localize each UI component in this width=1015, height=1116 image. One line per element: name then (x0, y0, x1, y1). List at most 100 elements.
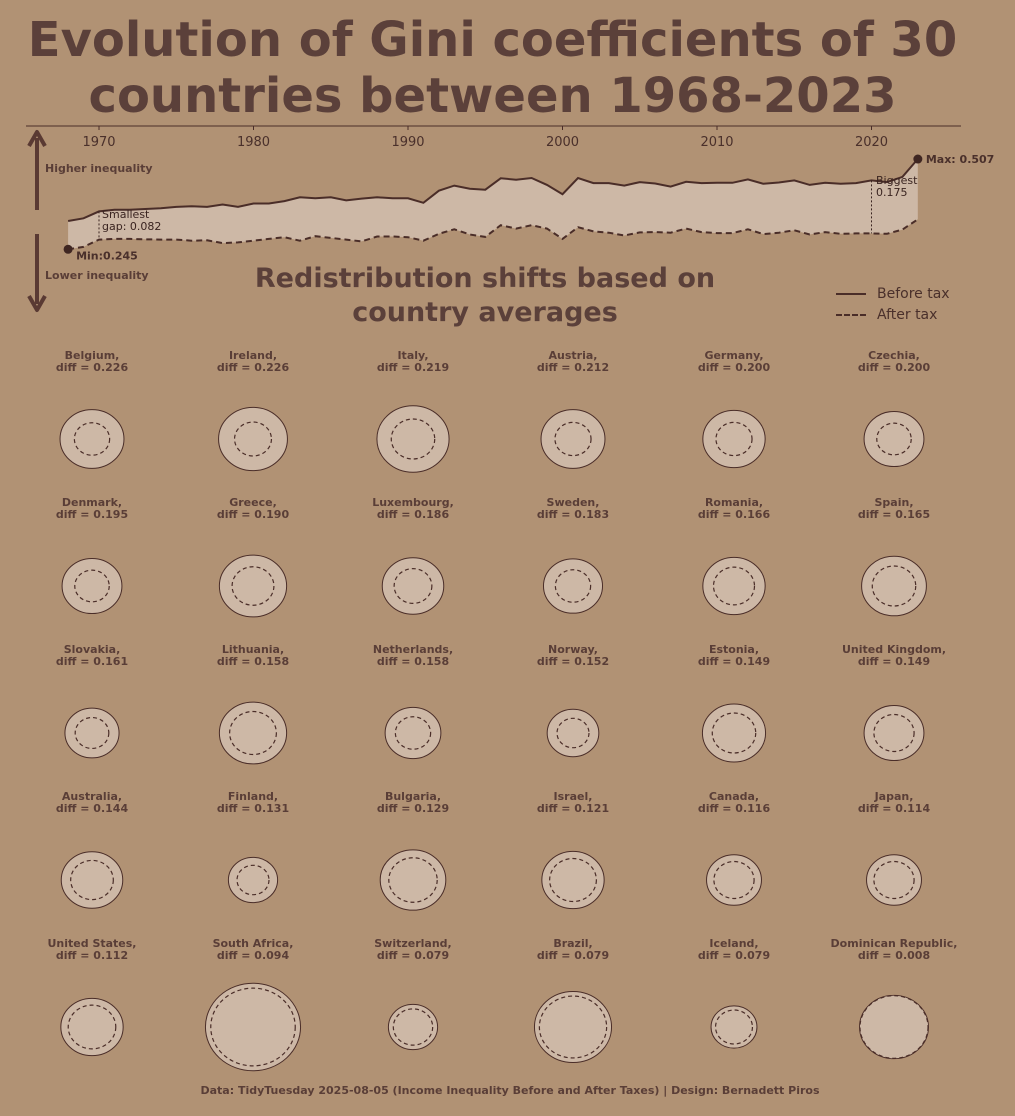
country-cell: United States,diff = 0.112 (47, 937, 137, 1057)
country-cell: Netherlands,diff = 0.158 (373, 643, 453, 760)
country-cell: Lithuania,diff = 0.158 (217, 643, 289, 765)
x-tick-label: 1980 (237, 135, 270, 150)
country-diff: diff = 0.161 (56, 655, 128, 668)
after-tax-ring (873, 713, 915, 753)
country-name: Denmark, (62, 496, 122, 509)
after-tax-ring (871, 565, 917, 607)
country-name: Israel, (554, 790, 593, 803)
country-cell: Belgium,diff = 0.226 (56, 349, 128, 469)
country-diff: diff = 0.158 (377, 655, 449, 668)
legend: Before tax After tax (836, 283, 950, 325)
country-diff: diff = 0.226 (217, 361, 290, 374)
country-cell: Romania,diff = 0.166 (698, 496, 771, 616)
country-cell: Switzerland,diff = 0.079 (374, 937, 452, 1051)
country-cell: Germany,diff = 0.200 (698, 349, 771, 469)
after-tax-ring (714, 1009, 754, 1045)
x-tick-label: 1990 (391, 135, 424, 150)
after-tax-ring (713, 860, 755, 900)
country-name: Italy, (397, 349, 428, 362)
country-name: Spain, (875, 496, 914, 509)
country-cell: Norway,diff = 0.152 (537, 643, 609, 758)
country-name: United States, (47, 937, 136, 950)
smallest-gap-label-line: Smallest (102, 208, 150, 221)
country-name: Bulgaria, (385, 790, 441, 803)
after-tax-ring (556, 717, 590, 749)
country-name: Japan, (874, 790, 914, 803)
x-tick-label: 2020 (855, 135, 888, 150)
country-diff: diff = 0.121 (537, 802, 609, 815)
country-cell: Israel,diff = 0.121 (537, 790, 609, 910)
country-name: Greece, (229, 496, 277, 509)
legend-before: Before tax (836, 283, 950, 304)
country-cell: Bulgaria,diff = 0.129 (377, 790, 449, 911)
country-name: Estonia, (709, 643, 759, 656)
after-tax-ring (554, 569, 592, 603)
country-name: Iceland, (709, 937, 758, 950)
country-cell: Denmark,diff = 0.195 (56, 496, 128, 615)
country-cell: Australia,diff = 0.144 (56, 790, 129, 909)
country-name: Slovakia, (64, 643, 121, 656)
country-name: Netherlands, (373, 643, 453, 656)
country-diff: diff = 0.166 (698, 508, 771, 521)
min-label: Min:0.245 (76, 249, 138, 262)
country-cell: Dominican Republic,diff = 0.008 (831, 937, 957, 1060)
after-tax-ring (73, 422, 111, 456)
country-cell: Sweden,diff = 0.183 (537, 496, 609, 614)
up-arrow-icon (27, 130, 47, 147)
x-tick-label: 1970 (82, 135, 115, 150)
country-diff: diff = 0.079 (377, 949, 449, 962)
max-label: Max: 0.507 (926, 153, 995, 166)
country-diff: diff = 0.195 (56, 508, 128, 521)
chart-subtitle: Redistribution shifts based on country a… (254, 263, 716, 328)
country-name: Ireland, (229, 349, 277, 362)
after-tax-ring (231, 566, 275, 606)
after-tax-ring (229, 710, 277, 756)
legend-before-label: Before tax (877, 285, 950, 302)
country-cell: United Kingdom,diff = 0.149 (842, 643, 946, 762)
country-name: Luxembourg, (372, 496, 454, 509)
country-diff: diff = 0.112 (56, 949, 128, 962)
after-tax-ring (390, 418, 436, 460)
country-diff: diff = 0.158 (217, 655, 289, 668)
after-tax-ring (67, 1004, 117, 1050)
country-name: Norway, (548, 643, 598, 656)
gap-area (68, 159, 918, 250)
smallest-gap-label: Smallest gap: 0.082 (102, 208, 161, 233)
country-diff: diff = 0.165 (858, 508, 930, 521)
country-diff: diff = 0.212 (537, 361, 609, 374)
legend-solid-line-icon (836, 292, 866, 295)
biggest-gap-label: Biggest 0.175 (876, 174, 918, 199)
country-cell: Iceland,diff = 0.079 (698, 937, 770, 1049)
after-tax-ring (549, 857, 597, 903)
after-tax-ring (873, 860, 915, 900)
country-diff: diff = 0.219 (377, 361, 449, 374)
country-diff: diff = 0.131 (217, 802, 289, 815)
country-name: Romania, (705, 496, 763, 509)
country-name: Germany, (704, 349, 763, 362)
after-tax-ring (210, 987, 296, 1067)
country-cell: Italy,diff = 0.219 (376, 349, 450, 473)
min-point (63, 244, 73, 254)
biggest-gap-label-line: 0.175 (876, 186, 908, 199)
country-diff: diff = 0.079 (698, 949, 770, 962)
country-name: Brazil, (553, 937, 592, 950)
country-name: Canada, (709, 790, 759, 803)
country-diff: diff = 0.079 (537, 949, 609, 962)
country-name: Finland, (228, 790, 278, 803)
country-name: Lithuania, (222, 643, 284, 656)
country-name: Australia, (62, 790, 122, 803)
after-tax-ring (711, 712, 757, 754)
legend-after: After tax (836, 304, 950, 325)
country-name: Belgium, (65, 349, 120, 362)
chart-title: Evolution of Gini coefficients of 30 cou… (27, 12, 958, 124)
country-name: United Kingdom, (842, 643, 946, 656)
country-cell: Japan,diff = 0.114 (858, 790, 930, 906)
country-cell: Canada,diff = 0.116 (698, 790, 770, 906)
after-tax-ring (393, 568, 433, 604)
country-cell: South Africa,diff = 0.094 (204, 937, 302, 1072)
country-diff: diff = 0.200 (858, 361, 931, 374)
after-tax-ring (74, 569, 110, 603)
gini-timeline-chart: 1970 1980 1990 2000 2010 2020 Smallest gap: 0.0… (26, 125, 995, 312)
country-diff: diff = 0.200 (698, 361, 771, 374)
country-diff: diff = 0.144 (56, 802, 129, 815)
